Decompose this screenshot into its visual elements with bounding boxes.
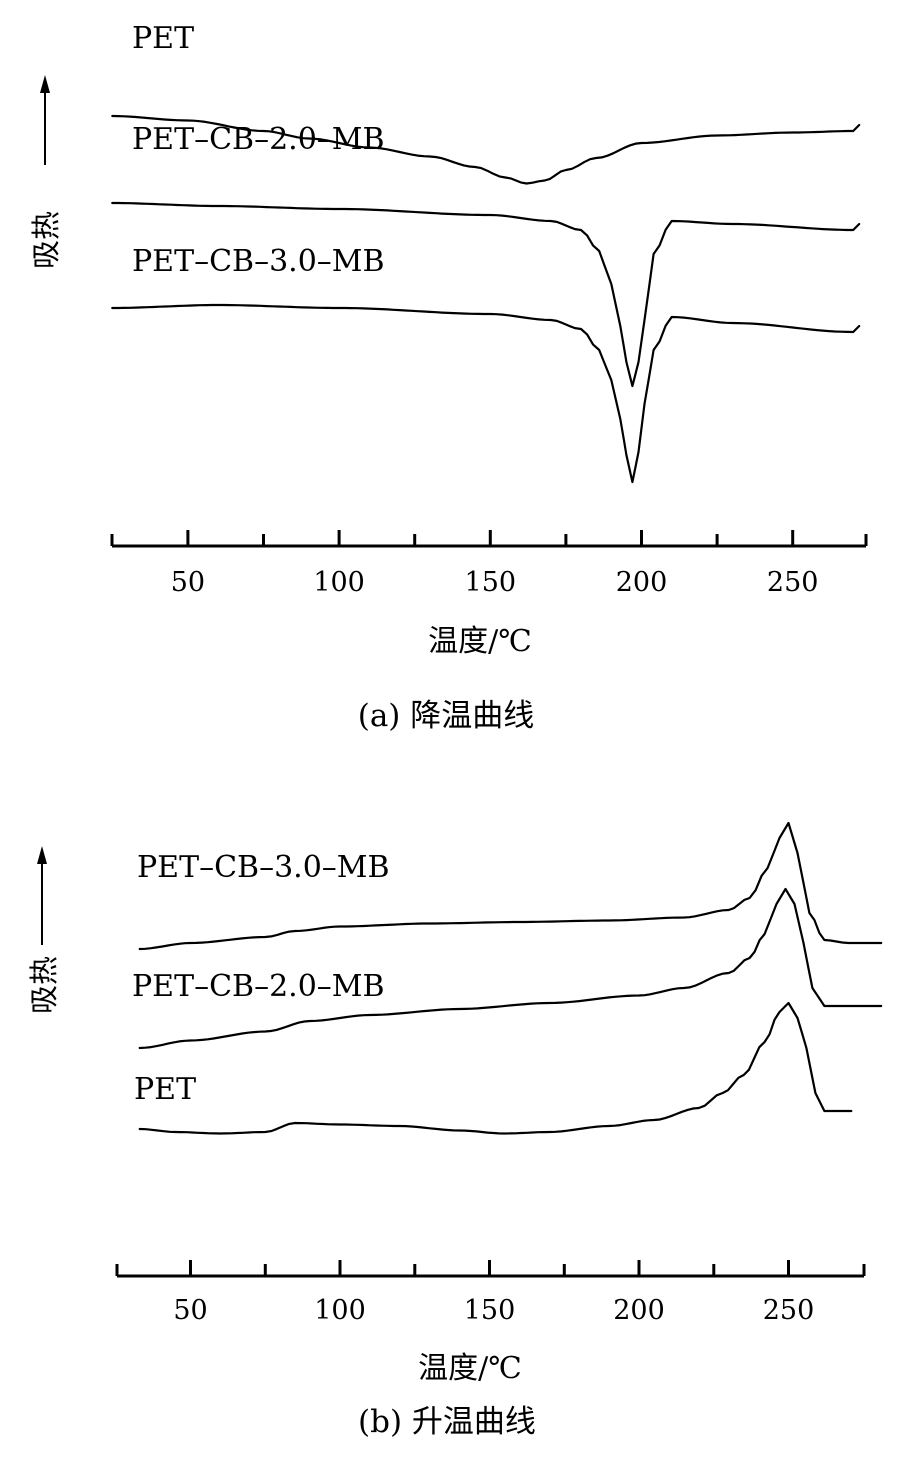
curve-labels-cooling: PET PET–CB–2.0–MB PET–CB–3.0–MB (132, 21, 385, 279)
x-ticks-cooling: 50 100 150 200 250 (171, 530, 819, 598)
x-tick-label: 150 (465, 567, 517, 598)
curve-label-pet-cb-3: PET–CB–3.0–MB (132, 244, 385, 279)
curve-pet-cb-20-mb (138, 887, 883, 1050)
x-tick-label: 150 (464, 1295, 516, 1326)
x-tick-label: 100 (313, 567, 365, 598)
curve-label-pet-cb-3: PET–CB–3.0–MB (137, 850, 390, 885)
x-tick-label: 200 (616, 567, 668, 598)
up-arrow-icon (40, 75, 50, 93)
caption-heating: (b) 升温曲线 (358, 1404, 536, 1440)
curve-labels-heating: PET–CB–3.0–MB PET–CB–2.0–MB PET (132, 850, 390, 1107)
x-tick-label: 50 (173, 1295, 207, 1326)
curve-pet (138, 1001, 853, 1135)
curve-label-pet-cb-2: PET–CB–2.0–MB (132, 969, 385, 1004)
curve-pet-cb-20-mb (111, 201, 861, 388)
y-axis-indicator-heating: 吸热 (27, 846, 61, 1014)
curve-pet (111, 114, 861, 185)
x-tick-label: 200 (613, 1295, 665, 1326)
x-axis-heating: 50 100 150 200 250 (115, 1260, 866, 1326)
curve-pet-cb-30-mb (138, 821, 883, 951)
curve-label-pet: PET (134, 1072, 196, 1107)
x-axis-cooling: 50 100 150 200 250 (110, 530, 868, 598)
x-axis-title-heating: 温度/℃ (418, 1351, 522, 1386)
x-ticks-heating: 50 100 150 200 250 (173, 1260, 814, 1326)
x-tick-label: 250 (767, 567, 819, 598)
y-axis-indicator-cooling: 吸热 (29, 75, 63, 269)
x-tick-label: 100 (314, 1295, 366, 1326)
curves-heating (138, 821, 883, 1135)
curves-cooling (111, 114, 861, 484)
up-arrow-icon (37, 846, 47, 864)
x-axis-title-cooling: 温度/℃ (428, 624, 532, 659)
x-tick-label: 50 (171, 567, 205, 598)
curve-pet-cb-30-mb (111, 303, 861, 484)
x-tick-label: 250 (763, 1295, 815, 1326)
curve-label-pet: PET (132, 21, 194, 56)
panel-cooling: PET PET–CB–2.0–MB PET–CB–3.0–MB 吸热 50 100… (29, 21, 868, 734)
y-axis-label-heating: 吸热 (27, 956, 61, 1014)
curve-label-pet-cb-2: PET–CB–2.0–MB (132, 122, 385, 157)
y-axis-label-cooling: 吸热 (29, 211, 63, 269)
caption-cooling: (a) 降温曲线 (358, 698, 535, 734)
panel-heating: PET–CB–3.0–MB PET–CB–2.0–MB PET 吸热 50 100… (27, 821, 883, 1440)
